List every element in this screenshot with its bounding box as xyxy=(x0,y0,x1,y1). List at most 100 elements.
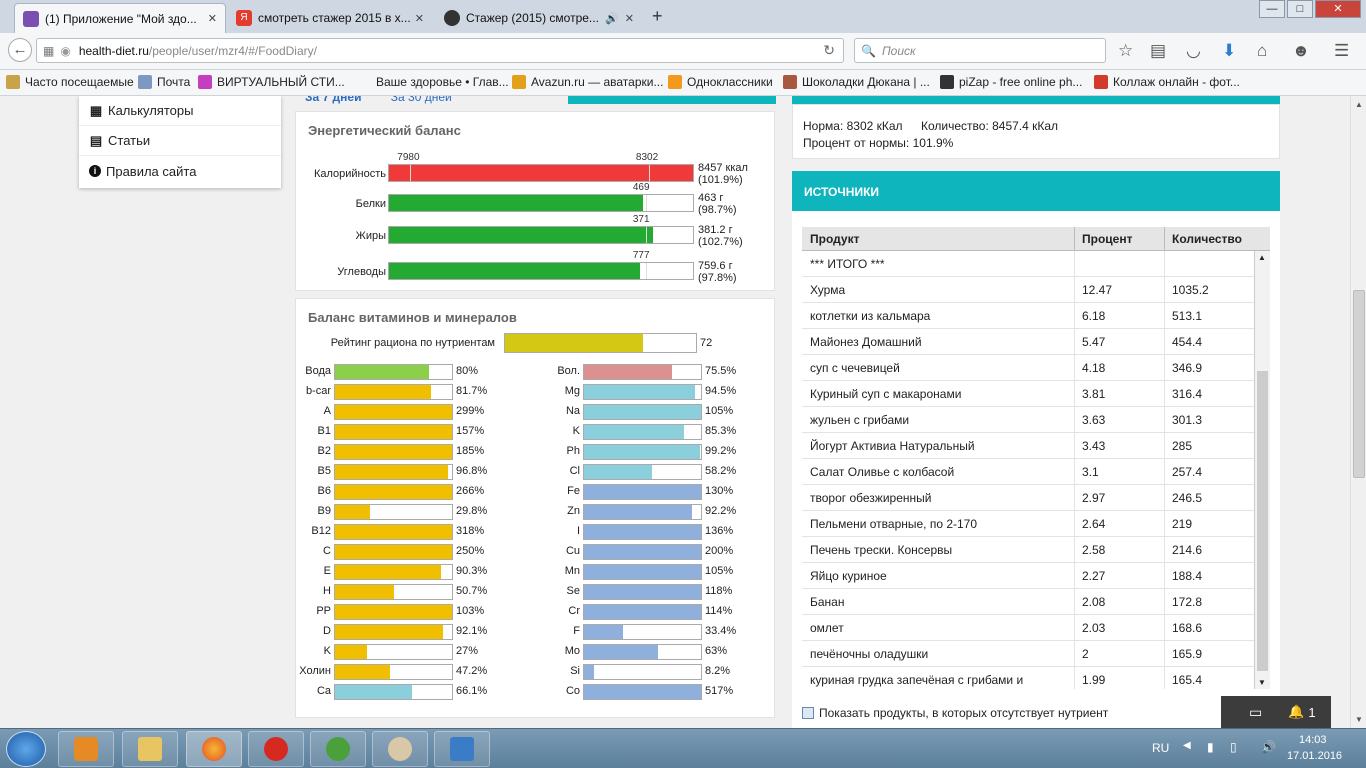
taskbar-app[interactable] xyxy=(372,731,428,767)
table-row[interactable]: Банан 2.08 172.8 xyxy=(802,589,1254,615)
speaker-icon[interactable]: 🔊 xyxy=(604,12,619,25)
taskbar-app[interactable] xyxy=(310,731,366,767)
bookmark-star-icon[interactable]: ☆ xyxy=(1118,41,1134,60)
scroll-up-icon[interactable]: ▲ xyxy=(1258,253,1266,262)
col-product[interactable]: Продукт xyxy=(810,232,860,246)
table-row[interactable]: *** ИТОГО *** xyxy=(802,251,1254,277)
close-tab-icon[interactable]: ✕ xyxy=(414,12,424,25)
table-scrollbar[interactable]: ▲ ▼ xyxy=(1254,251,1270,689)
nutrient-label: Вода xyxy=(305,365,331,377)
table-row[interactable]: омлет 2.03 168.6 xyxy=(802,615,1254,641)
table-scroll-thumb[interactable] xyxy=(1257,371,1268,671)
bookmark-item[interactable]: Почта xyxy=(138,75,190,89)
home-icon[interactable]: ⌂ xyxy=(1257,41,1268,60)
checkbox[interactable] xyxy=(802,707,814,719)
battery-icon[interactable]: ▯ xyxy=(1230,740,1237,754)
reading-list-icon[interactable]: ▤ xyxy=(1150,41,1167,60)
period-month-link[interactable]: За 30 дней xyxy=(390,96,452,104)
page-info-icon[interactable]: ▦ xyxy=(43,43,55,58)
clock-time[interactable]: 14:03 xyxy=(1299,734,1327,746)
maximize-button[interactable]: □ xyxy=(1287,0,1313,18)
table-row[interactable]: печёночны оладушки 2 165.9 xyxy=(802,641,1254,667)
scroll-down-icon[interactable]: ▼ xyxy=(1355,715,1363,724)
back-arrow-icon[interactable]: ← xyxy=(8,38,32,62)
percent-cell: 2.64 xyxy=(1082,517,1106,531)
taskbar-app[interactable] xyxy=(434,731,490,767)
table-row[interactable]: Куриный суп с макаронами 3.81 316.4 xyxy=(802,381,1254,407)
close-window-button[interactable]: ✕ xyxy=(1315,0,1361,18)
close-tab-icon[interactable]: ✕ xyxy=(207,13,217,25)
nutrient-bar-fill xyxy=(584,425,684,439)
nutrient-bar-fill xyxy=(584,485,701,499)
tab-label: (1) Приложение "Мой здо... xyxy=(45,11,197,26)
table-row[interactable]: Яйцо куриное 2.27 188.4 xyxy=(802,563,1254,589)
col-percent[interactable]: Процент xyxy=(1082,232,1133,246)
bookmark-item[interactable]: Avazun.ru — аватарки... xyxy=(512,75,663,89)
menu-icon[interactable]: ☰ xyxy=(1334,41,1350,60)
taskbar-app[interactable] xyxy=(248,731,304,767)
network-icon[interactable]: ▮ xyxy=(1207,740,1214,754)
nutrient-bar-fill xyxy=(584,605,701,619)
nutrient-percent: 50.7% xyxy=(456,585,488,597)
search-input[interactable]: 🔍 Поиск xyxy=(854,38,1106,63)
bookmark-item[interactable]: Коллаж онлайн - фот... xyxy=(1094,75,1240,89)
bookmark-item[interactable]: piZap - free online ph... xyxy=(940,75,1082,89)
scroll-down-icon[interactable]: ▼ xyxy=(1258,678,1266,687)
bookmark-item[interactable]: Часто посещаемые xyxy=(6,75,134,89)
table-row[interactable]: суп с чечевицей 4.18 346.9 xyxy=(802,355,1254,381)
menu-item-rules[interactable]: i Правила сайта xyxy=(79,156,281,186)
page-scroll-thumb[interactable] xyxy=(1353,290,1365,478)
table-row[interactable]: жульен с грибами 3.63 301.3 xyxy=(802,407,1254,433)
bookmark-item[interactable]: Шоколадки Дюкана | ... xyxy=(783,75,930,89)
table-row[interactable]: Хурма 12.47 1035.2 xyxy=(802,277,1254,303)
nutrient-bar-fill xyxy=(335,545,452,559)
nutrient-bar-fill xyxy=(335,585,395,599)
bookmark-label: Часто посещаемые xyxy=(25,75,134,89)
volume-icon[interactable]: 🔊 xyxy=(1261,740,1276,754)
reload-icon[interactable]: ↻ xyxy=(823,42,835,58)
table-row[interactable]: Йогурт Активиа Натуральный 3.43 285 xyxy=(802,433,1254,459)
menu-item-calculators[interactable]: ▦ Калькуляторы xyxy=(79,96,281,126)
nutrient-label: Ph xyxy=(566,445,580,457)
language-indicator[interactable]: RU xyxy=(1152,741,1170,755)
nutrient-bar-fill xyxy=(335,445,452,459)
menu-item-articles[interactable]: ▤ Статьи xyxy=(79,126,281,156)
bell-icon[interactable]: 🔔 xyxy=(1288,704,1305,719)
tab-yandex[interactable]: Я смотреть стажер 2015 в х... ✕ xyxy=(228,3,432,33)
url-bar[interactable]: ▦ ◉ health-diet.ru/people/user/mzr4/#/Fo… xyxy=(36,38,844,63)
table-row[interactable]: котлетки из кальмара 6.18 513.1 xyxy=(802,303,1254,329)
notification-widget[interactable]: ▭ 🔔 1 xyxy=(1221,696,1331,728)
smiley-icon[interactable]: ☻ xyxy=(1292,41,1310,60)
minimize-button[interactable]: — xyxy=(1259,0,1285,18)
tab-stazher[interactable]: Стажер (2015) смотре... 🔊 ✕ xyxy=(436,3,642,33)
table-row[interactable]: Майонез Домашний 5.47 454.4 xyxy=(802,329,1254,355)
taskbar-app[interactable] xyxy=(122,731,178,767)
nutrient-bar-fill xyxy=(335,565,441,579)
bookmark-item[interactable]: ВИРТУАЛЬНЫЙ СТИ... xyxy=(198,75,345,89)
download-icon[interactable]: ⬇ xyxy=(1222,41,1237,60)
taskbar-app[interactable] xyxy=(186,731,242,767)
clock-date[interactable]: 17.01.2016 xyxy=(1287,750,1343,762)
col-quantity[interactable]: Количество xyxy=(1172,232,1242,246)
product-cell: Майонез Домашний xyxy=(810,335,922,349)
scroll-up-icon[interactable]: ▲ xyxy=(1355,100,1363,109)
bookmark-item[interactable]: Ваше здоровье • Глав... xyxy=(376,75,509,89)
bookmark-label: Шоколадки Дюкана | ... xyxy=(802,75,930,89)
chat-icon[interactable]: ▭ xyxy=(1249,703,1263,720)
table-row[interactable]: творог обезжиренный 2.97 246.5 xyxy=(802,485,1254,511)
new-tab-button[interactable]: + xyxy=(652,6,663,26)
period-week-link[interactable]: За 7 дней xyxy=(305,96,362,104)
tab-health-diet[interactable]: (1) Приложение "Мой здо... ✕ xyxy=(14,3,226,33)
show-missing-toggle[interactable]: Показать продукты, в которых отсутствует… xyxy=(802,706,1108,720)
bookmark-item[interactable]: Одноклассники xyxy=(668,75,773,89)
taskbar-app[interactable] xyxy=(58,731,114,767)
table-row[interactable]: Салат Оливье с колбасой 3.1 257.4 xyxy=(802,459,1254,485)
start-button[interactable] xyxy=(6,731,46,767)
table-row[interactable]: куриная грудка запечёная с грибами и цве… xyxy=(802,667,1254,689)
page-scrollbar[interactable]: ▲ ▼ xyxy=(1350,96,1366,728)
pocket-icon[interactable]: ◡ xyxy=(1186,41,1201,60)
tray-arrow-icon[interactable]: ◀ xyxy=(1183,740,1191,751)
close-tab-icon[interactable]: ✕ xyxy=(624,12,634,25)
table-row[interactable]: Пельмени отварные, по 2-170 2.64 219 xyxy=(802,511,1254,537)
table-row[interactable]: Печень трески. Консервы 2.58 214.6 xyxy=(802,537,1254,563)
